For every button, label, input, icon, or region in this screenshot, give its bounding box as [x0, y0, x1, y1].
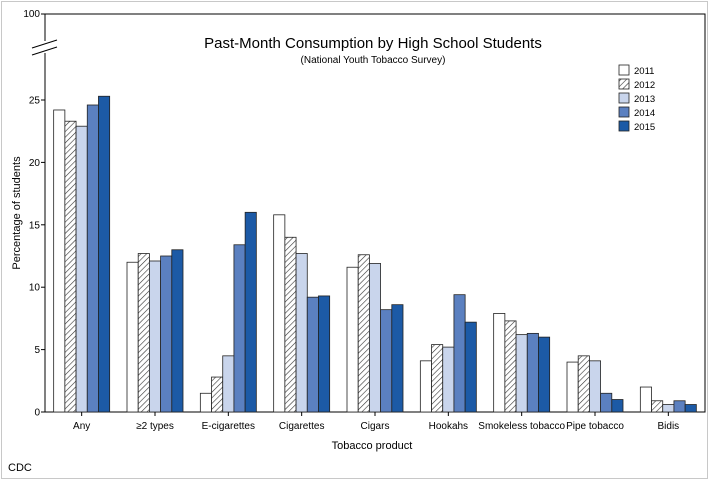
axis-break-mark-upper — [31, 39, 58, 49]
legend-swatch — [618, 64, 630, 76]
bar-2015 — [391, 304, 404, 413]
legend-label: 2013 — [634, 94, 655, 105]
bar-2014 — [160, 255, 173, 413]
bar-2013 — [368, 263, 381, 413]
bar-2013 — [222, 355, 235, 413]
y-tick-label: 0 — [34, 408, 40, 419]
axis-break-gap — [40, 41, 52, 53]
bar-2011 — [346, 266, 359, 413]
legend-swatch — [618, 92, 630, 104]
bar-2015 — [464, 321, 477, 413]
y-tick-label: 15 — [29, 220, 41, 231]
legend-swatch — [618, 120, 630, 132]
x-tick-label: ≥2 types — [136, 421, 174, 432]
bar-2012 — [577, 355, 590, 413]
bar-2014 — [233, 244, 246, 413]
legend-label: 2012 — [634, 80, 655, 91]
bar-2014 — [86, 104, 99, 413]
bar-2014 — [306, 296, 319, 413]
bar-2014 — [380, 309, 393, 413]
x-tick-label: Cigars — [361, 421, 390, 432]
bar-2013 — [148, 260, 161, 413]
bar-2013 — [662, 404, 675, 413]
chart-title: Past-Month Consumption by High School St… — [204, 35, 542, 52]
bar-2015 — [244, 211, 257, 413]
bar-2013 — [589, 360, 602, 413]
bar-2011 — [53, 109, 66, 413]
legend: 2011 2012 2013 2014 2015 — [618, 64, 655, 133]
bar-2012 — [284, 236, 297, 413]
bars — [53, 95, 697, 413]
bar-2014 — [600, 392, 613, 413]
legend-label: 2015 — [634, 122, 655, 133]
y-tick-label-break: 100 — [23, 9, 40, 20]
bar-2014 — [453, 294, 466, 413]
bar-2012 — [211, 376, 224, 413]
bar-2015 — [684, 404, 697, 413]
bar-2012 — [137, 253, 150, 413]
bar-2011 — [126, 261, 139, 413]
bar-2015 — [98, 95, 111, 413]
bar-2014 — [673, 400, 686, 413]
y-tick-label: 20 — [29, 158, 41, 169]
x-tick-label: Any — [73, 421, 90, 432]
bar-2012 — [357, 254, 370, 413]
bar-2012 — [504, 320, 517, 413]
bar-2013 — [295, 253, 308, 413]
bar-2015 — [318, 295, 331, 413]
bar-2011 — [273, 214, 286, 413]
x-tick-label: Bidis — [657, 421, 679, 432]
legend-swatch — [618, 78, 630, 90]
x-tick-label: Pipe tobacco — [566, 421, 624, 432]
y-axis: 0 5 10 15 20 25 — [29, 96, 45, 419]
bar-2012 — [64, 120, 77, 413]
bar-2015 — [171, 249, 184, 413]
bar-2015 — [538, 336, 551, 413]
axis-break-mark-lower — [31, 46, 58, 56]
x-tick-label: E-cigarettes — [202, 421, 255, 432]
y-tick-label: 5 — [34, 345, 40, 356]
y-axis-label: Percentage of students — [11, 156, 23, 270]
x-tick-label: Cigarettes — [279, 421, 325, 432]
bar-2015 — [611, 399, 624, 413]
bar-2011 — [199, 392, 212, 413]
x-tick-label: Smokeless tobacco — [478, 421, 565, 432]
x-tick-label: Hookahs — [429, 421, 468, 432]
bar-2014 — [526, 332, 539, 413]
bar-2013 — [515, 334, 528, 413]
bar-2011 — [493, 313, 506, 413]
legend-label: 2011 — [634, 66, 654, 77]
x-axis: Any ≥2 types E-cigarettes Cigarettes Cigars H… — [73, 412, 679, 432]
bar-2011 — [639, 386, 652, 413]
bar-2012 — [651, 400, 664, 413]
bar-2012 — [431, 344, 444, 413]
y-tick-label: 10 — [29, 283, 41, 294]
y-tick-label: 25 — [29, 96, 41, 107]
legend-swatch — [618, 106, 630, 118]
chart-subtitle: (National Youth Tobacco Survey) — [301, 55, 446, 66]
source-credit: CDC — [8, 462, 32, 474]
bar-2013 — [75, 125, 88, 413]
bar-2011 — [419, 360, 432, 413]
x-axis-label: Tobacco product — [332, 440, 413, 452]
bar-2013 — [442, 346, 455, 413]
legend-label: 2014 — [634, 108, 655, 119]
bar-2011 — [566, 361, 579, 413]
